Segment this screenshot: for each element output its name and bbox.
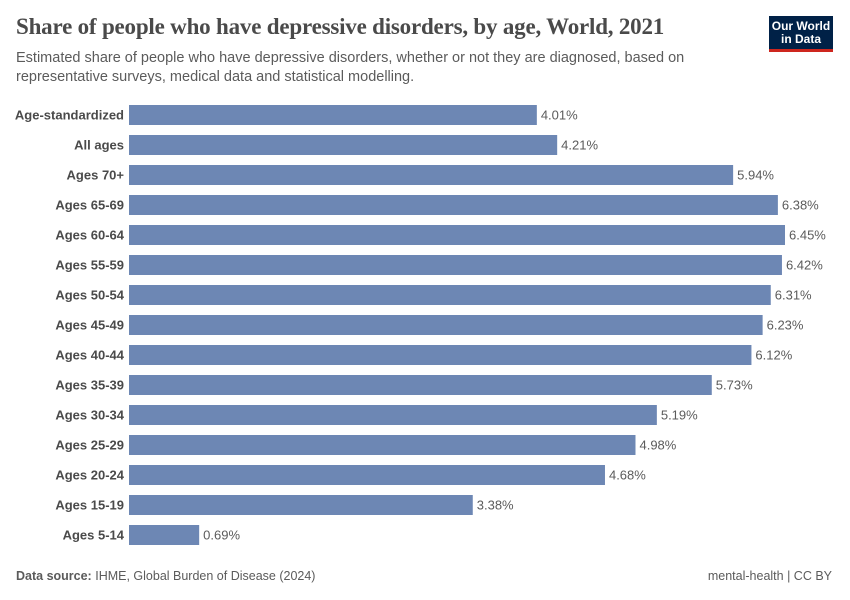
value-label: 0.69% (203, 528, 240, 543)
bar[interactable] (129, 375, 712, 395)
category-label: Ages 70+ (67, 168, 125, 183)
value-label: 6.38% (782, 198, 819, 213)
bar[interactable] (129, 405, 657, 425)
value-label: 6.31% (775, 288, 812, 303)
bar[interactable] (129, 255, 782, 275)
value-label: 4.01% (541, 108, 578, 123)
category-label: Ages 65-69 (55, 198, 124, 213)
bar[interactable] (129, 315, 763, 335)
owid-logo[interactable]: Our World in Data (769, 16, 833, 52)
category-label: Ages 60-64 (55, 228, 124, 243)
bar-chart: Age-standardized 4.01% All ages 4.21% Ages 7… (15, 105, 826, 545)
category-label: All ages (74, 138, 124, 153)
bar[interactable] (129, 195, 778, 215)
data-source-link[interactable]: IHME, Global Burden of Disease (2024) (95, 569, 316, 583)
bar[interactable] (129, 165, 734, 185)
bar[interactable] (129, 525, 200, 545)
value-label: 5.19% (661, 408, 698, 423)
value-label: 6.23% (767, 318, 804, 333)
data-source-label: Data source: (16, 569, 92, 583)
bar[interactable] (129, 225, 785, 245)
category-label: Ages 35-39 (55, 378, 124, 393)
category-label: Ages 30-34 (55, 408, 124, 423)
value-label: 3.38% (477, 498, 514, 513)
category-label: Ages 25-29 (55, 438, 124, 453)
value-label: 6.45% (789, 228, 826, 243)
chart-subtitle: Estimated share of people who have depre… (16, 50, 685, 85)
data-source: Data source: IHME, Global Burden of Dise… (16, 569, 315, 583)
bar[interactable] (129, 285, 771, 305)
bar[interactable] (129, 345, 752, 365)
bar[interactable] (129, 105, 537, 125)
value-label: 4.98% (639, 438, 676, 453)
license[interactable]: mental-health | CC BY (707, 569, 832, 583)
value-label: 6.12% (755, 348, 792, 363)
bar[interactable] (129, 135, 558, 155)
chart-title: Share of people who have depressive diso… (16, 14, 665, 39)
bar[interactable] (129, 465, 605, 485)
category-label: Ages 20-24 (55, 468, 124, 483)
category-label: Ages 5-14 (63, 528, 125, 543)
category-label: Ages 40-44 (55, 348, 124, 363)
value-label: 5.73% (716, 378, 753, 393)
value-label: 6.42% (786, 258, 823, 273)
category-label: Age-standardized (15, 108, 124, 123)
bar[interactable] (129, 495, 473, 515)
category-label: Ages 15-19 (55, 498, 124, 513)
value-label: 4.68% (609, 468, 646, 483)
bar[interactable] (129, 435, 636, 455)
value-label: 5.94% (737, 168, 774, 183)
category-label: Ages 55-59 (55, 258, 124, 273)
value-label: 4.21% (561, 138, 598, 153)
category-label: Ages 45-49 (55, 318, 124, 333)
category-label: Ages 50-54 (55, 288, 124, 303)
